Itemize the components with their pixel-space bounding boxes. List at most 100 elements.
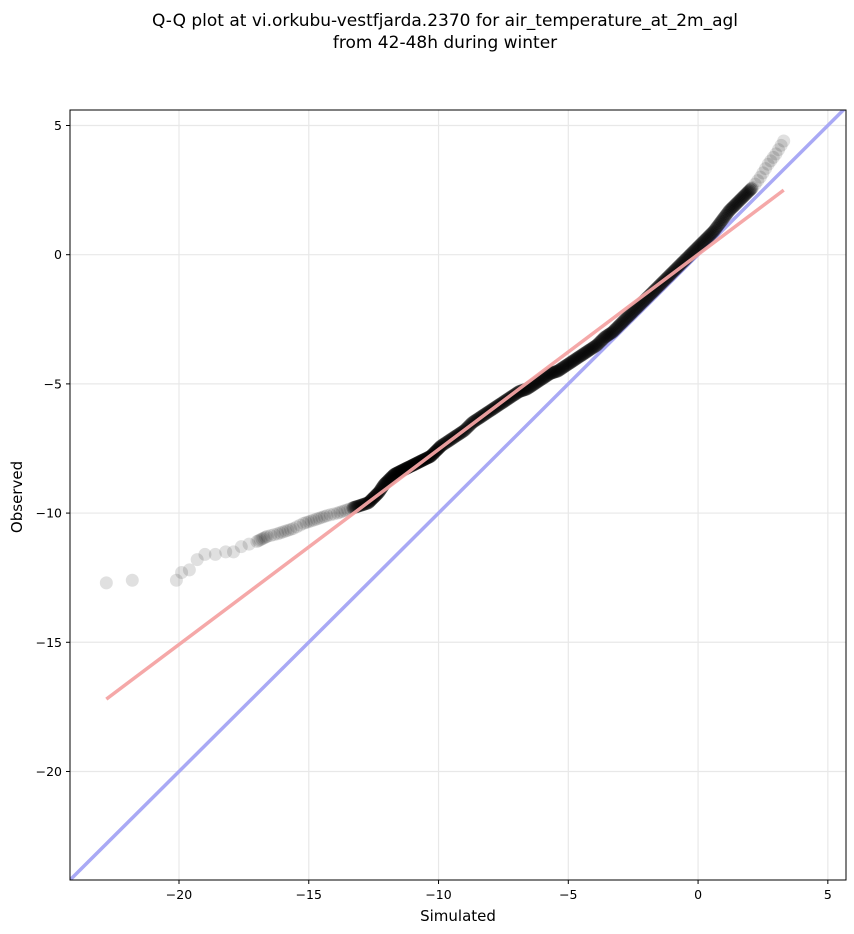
data-point xyxy=(323,508,337,522)
data-point xyxy=(604,326,618,340)
chart-title-line-2: from 42-48h during winter xyxy=(332,33,558,53)
data-point xyxy=(743,183,757,197)
data-point xyxy=(617,314,631,328)
data-point xyxy=(733,193,747,207)
plot-frame xyxy=(69,109,847,881)
data-point xyxy=(297,516,311,530)
data-point xyxy=(716,213,730,227)
data-point xyxy=(388,467,402,481)
data-point xyxy=(169,573,183,587)
data-point xyxy=(704,227,718,241)
data-point xyxy=(271,527,285,541)
data-point xyxy=(276,525,290,539)
data-point xyxy=(568,353,582,367)
data-point xyxy=(255,532,269,546)
data-point xyxy=(327,507,341,521)
data-point xyxy=(293,518,307,532)
data-point xyxy=(219,545,233,559)
data-point xyxy=(320,509,334,523)
data-point xyxy=(175,566,189,580)
data-point xyxy=(753,170,767,184)
data-point xyxy=(543,367,557,381)
data-point xyxy=(286,522,300,536)
data-point xyxy=(387,468,401,482)
data-point xyxy=(585,341,599,355)
data-point xyxy=(267,528,281,542)
data-point xyxy=(769,147,783,161)
data-point xyxy=(590,338,604,352)
data-point xyxy=(744,182,758,196)
data-point xyxy=(562,357,576,371)
data-point xyxy=(607,324,621,338)
data-point xyxy=(722,204,736,218)
grid-lines xyxy=(70,110,846,880)
data-point xyxy=(260,529,274,543)
data-point xyxy=(559,359,573,373)
data-point xyxy=(748,177,762,191)
x-tick-label: 5 xyxy=(824,887,832,902)
data-point xyxy=(719,208,733,222)
data-point xyxy=(700,231,714,245)
data-point xyxy=(273,526,287,540)
x-tick-label: −20 xyxy=(166,887,192,902)
data-point xyxy=(729,197,743,211)
data-point xyxy=(694,237,708,251)
y-tick-label: −10 xyxy=(36,506,62,521)
data-point xyxy=(746,181,760,195)
axis-ticks: −20 −15 −10 −5 0 5 −20 −15 −10 −5 0 5 xyxy=(36,118,832,902)
y-tick-label: −5 xyxy=(44,376,62,391)
data-point xyxy=(575,348,589,362)
x-tick-label: 0 xyxy=(694,887,702,902)
y-tick-label: 5 xyxy=(54,118,62,133)
data-point xyxy=(330,506,344,520)
data-point xyxy=(389,467,403,481)
data-point xyxy=(601,328,615,342)
y-tick-label: 0 xyxy=(54,247,62,262)
data-point xyxy=(741,185,755,199)
data-point xyxy=(627,304,641,318)
data-point xyxy=(281,523,295,537)
data-point xyxy=(560,358,574,372)
data-point xyxy=(338,504,352,518)
data-point xyxy=(408,457,422,471)
data-point xyxy=(565,354,579,368)
data-point xyxy=(259,530,273,544)
data-point xyxy=(594,334,608,348)
data-point xyxy=(710,220,724,234)
x-tick-label: −5 xyxy=(559,887,577,902)
data-point xyxy=(315,510,329,524)
data-layer xyxy=(70,110,846,880)
data-point xyxy=(198,547,212,561)
data-point xyxy=(544,366,558,380)
data-point xyxy=(317,510,331,524)
data-point xyxy=(624,306,638,320)
data-point xyxy=(698,233,712,247)
data-point xyxy=(99,576,113,590)
data-point xyxy=(618,313,632,327)
identity-line xyxy=(70,110,846,880)
data-point xyxy=(250,535,264,549)
data-point xyxy=(407,457,421,471)
data-point xyxy=(570,351,584,365)
data-point xyxy=(336,504,350,518)
data-point xyxy=(673,258,687,272)
data-point xyxy=(550,364,564,378)
data-point xyxy=(718,210,732,224)
data-point xyxy=(628,303,642,317)
data-point xyxy=(579,346,593,360)
data-point xyxy=(600,329,614,343)
data-point xyxy=(761,157,775,171)
data-point xyxy=(648,283,662,297)
data-point xyxy=(766,150,780,164)
data-point xyxy=(723,203,737,217)
data-point xyxy=(572,350,586,364)
quantile-points xyxy=(99,134,791,590)
data-point xyxy=(566,354,580,368)
data-point xyxy=(612,319,626,333)
data-point xyxy=(720,207,734,221)
data-point xyxy=(693,238,707,252)
data-point xyxy=(736,190,750,204)
data-point xyxy=(708,223,722,237)
data-point xyxy=(703,228,717,242)
